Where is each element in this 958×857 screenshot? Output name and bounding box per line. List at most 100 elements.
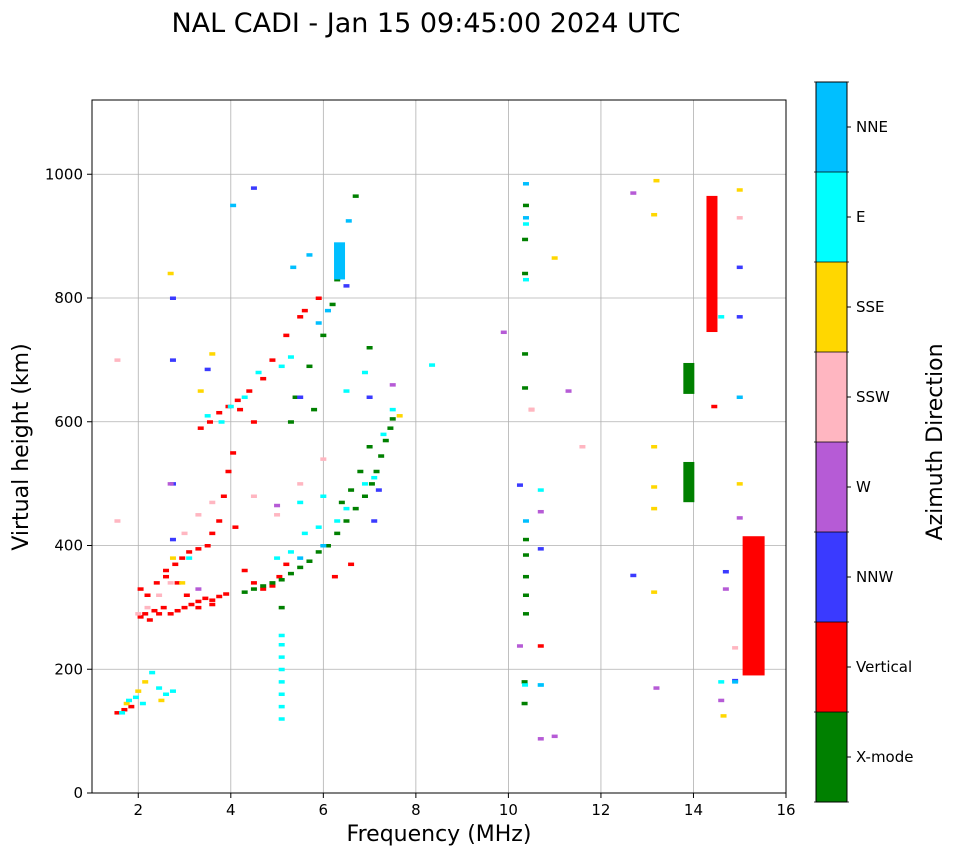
colorbar-title: Azimuth Direction	[923, 343, 948, 540]
echo-point-vertical	[711, 404, 718, 409]
echo-point-x-mode	[278, 605, 285, 610]
echo-point-e	[718, 315, 725, 319]
colorbar-swatch-ssw	[816, 352, 847, 442]
echo-point-e	[522, 683, 529, 687]
colorbar-swatch-sse	[816, 262, 847, 352]
echo-point-e	[278, 643, 285, 647]
echo-point-vertical	[315, 296, 322, 300]
colorbar-swatch-vertical	[816, 622, 847, 712]
x-tick-label: 6	[319, 801, 329, 819]
echo-point-x-mode	[522, 203, 529, 208]
echo-point-e	[278, 717, 285, 721]
echo-point-vertical	[348, 562, 355, 567]
colorbar-label: NNW	[856, 568, 893, 586]
echo-point-sse	[396, 414, 403, 418]
echo-point-e	[380, 432, 387, 437]
echo-point-e	[522, 222, 529, 226]
colorbar-label: SSW	[856, 388, 890, 406]
echo-point-x-mode	[329, 302, 336, 307]
echo-point-sse	[158, 698, 165, 703]
echo-column-x-mode	[683, 461, 695, 503]
echo-point-w	[167, 482, 174, 486]
echo-point-x-mode	[324, 544, 331, 548]
x-axis-label: Frequency (MHz)	[347, 822, 532, 847]
echo-point-nnw	[630, 573, 637, 578]
echo-point-e	[156, 686, 163, 690]
echo-point-x-mode	[522, 574, 529, 579]
y-tick-label: 600	[54, 413, 83, 431]
echo-point-x-mode	[306, 559, 313, 563]
echo-point-nnw	[169, 296, 176, 300]
echo-point-e	[278, 667, 285, 672]
echo-point-nnw	[169, 537, 176, 542]
echo-point-vertical	[301, 308, 308, 313]
echo-point-x-mode	[292, 395, 299, 399]
echo-point-nnw	[297, 395, 304, 399]
echo-point-nnw	[371, 519, 378, 523]
colorbar-label: NNE	[856, 118, 888, 136]
echo-point-x-mode	[352, 506, 359, 511]
echo-point-vertical	[250, 581, 257, 585]
echo-point-nnw	[375, 488, 382, 492]
echo-point-e	[389, 407, 396, 412]
echo-point-e	[287, 550, 294, 554]
echo-point-nnw	[516, 483, 523, 487]
echo-point-e	[343, 389, 350, 393]
echo-point-vertical	[209, 531, 216, 536]
echo-point-sse	[736, 188, 743, 192]
echo-point-vertical	[188, 602, 195, 607]
echo-point-nne	[320, 544, 327, 548]
echo-point-w	[500, 330, 507, 335]
echo-point-vertical	[250, 420, 257, 424]
echo-point-nne	[290, 265, 297, 270]
echo-point-ssw	[297, 482, 304, 486]
echo-point-x-mode	[368, 482, 375, 486]
echo-point-x-mode	[366, 346, 373, 350]
echo-point-vertical	[216, 594, 223, 599]
echo-point-vertical	[241, 568, 248, 573]
echo-point-e	[278, 704, 285, 709]
echo-point-w	[537, 509, 544, 514]
echo-point-x-mode	[521, 701, 528, 706]
plot-area-frame	[91, 99, 787, 794]
x-axis-ticks: 2 4 6 8 10 12 14 16	[133, 793, 796, 819]
echo-point-sse	[651, 590, 658, 594]
echo-point-vertical	[230, 451, 237, 455]
echo-point-x-mode	[366, 445, 373, 449]
echo-column-vertical	[742, 536, 765, 676]
x-tick-label: 4	[226, 801, 236, 819]
echo-point-x-mode	[521, 680, 528, 684]
echo-point-x-mode	[373, 469, 380, 474]
echo-point-vertical	[220, 494, 227, 498]
echo-point-e	[169, 689, 176, 693]
echo-point-x-mode	[287, 420, 294, 424]
echo-point-e	[163, 692, 170, 696]
data-marks	[114, 178, 765, 741]
echo-point-ssw	[144, 605, 151, 610]
echo-point-w	[551, 734, 558, 739]
echo-point-x-mode	[382, 438, 389, 443]
echo-point-x-mode	[389, 417, 396, 421]
echo-point-nne	[315, 321, 322, 325]
echo-point-x-mode	[320, 333, 327, 338]
colorbar-label: SSE	[856, 298, 885, 316]
echo-point-x-mode	[334, 531, 341, 536]
echo-point-x-mode	[297, 565, 304, 570]
echo-point-nnw	[169, 358, 176, 362]
grid-lines	[92, 100, 787, 794]
echo-point-nne	[522, 519, 529, 523]
echo-point-sse	[209, 352, 216, 356]
echo-point-nnw	[250, 186, 257, 190]
y-axis-label: Virtual height (km)	[9, 343, 34, 550]
colorbar-label: X-mode	[856, 748, 913, 766]
echo-point-vertical	[179, 556, 186, 560]
echo-point-sse	[167, 271, 174, 276]
echo-point-x-mode	[361, 494, 368, 498]
y-tick-label: 400	[54, 537, 83, 555]
echo-point-x-mode	[522, 352, 529, 356]
echo-point-sse	[651, 506, 658, 511]
echo-point-sse	[169, 556, 176, 560]
echo-point-vertical	[269, 584, 276, 588]
echo-point-vertical	[167, 612, 174, 616]
echo-point-nnw	[537, 547, 544, 551]
